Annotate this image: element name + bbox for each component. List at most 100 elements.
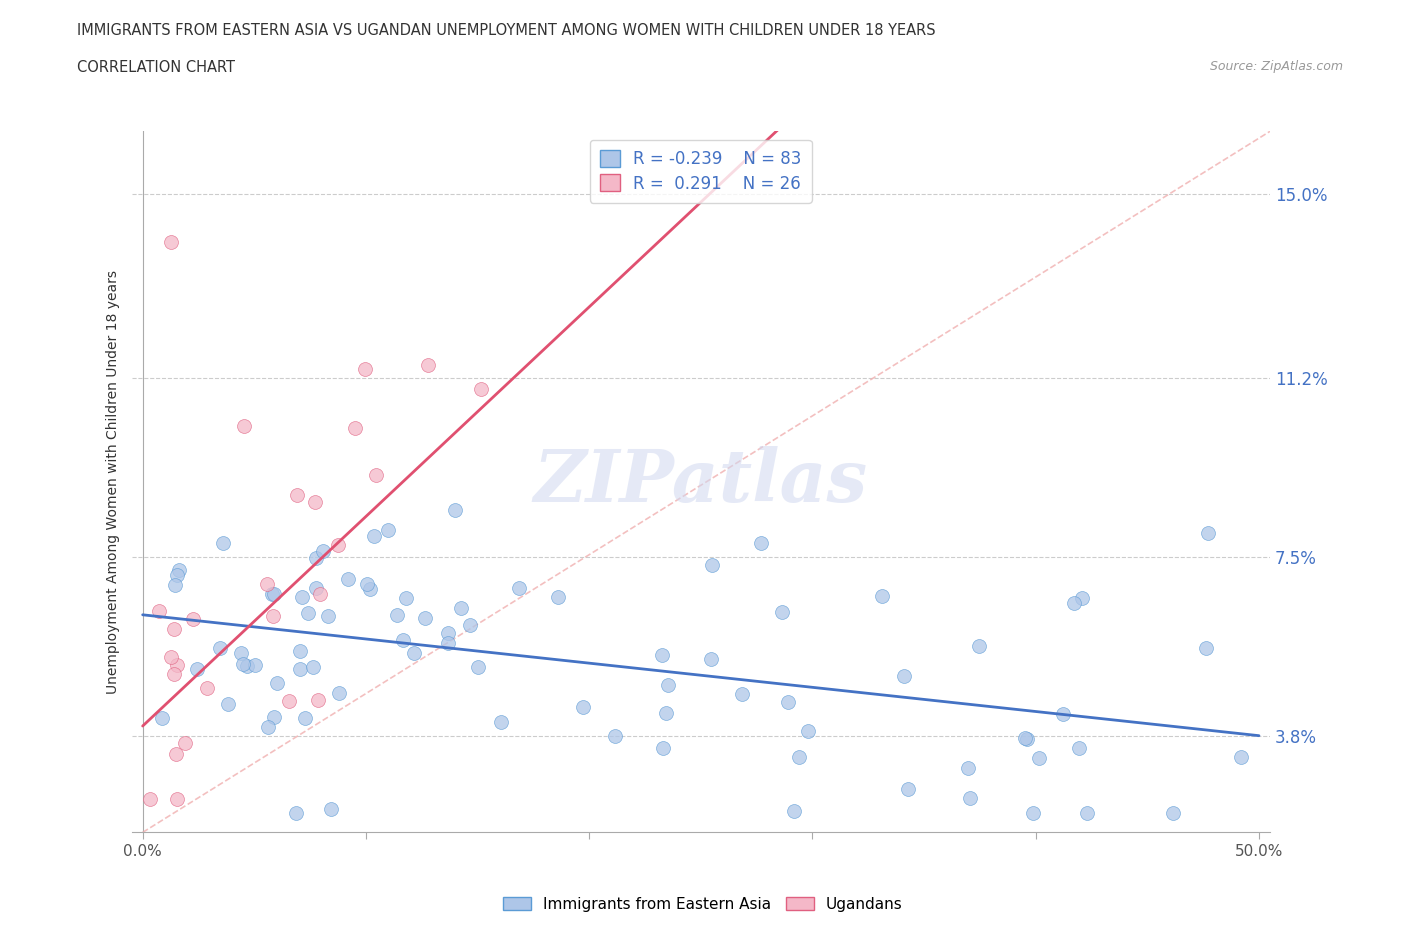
Point — [749, 536, 772, 551]
Point — [297, 605, 319, 620]
Point — [167, 563, 190, 578]
Point — [150, 711, 173, 725]
Text: Source: ZipAtlas.com: Source: ZipAtlas.com — [1209, 60, 1343, 73]
Point — [229, 645, 252, 660]
Point — [301, 659, 323, 674]
Point — [1069, 740, 1091, 755]
Point — [166, 567, 188, 582]
Point — [651, 741, 673, 756]
Point — [450, 601, 472, 616]
Point — [783, 804, 806, 818]
Point — [787, 750, 810, 764]
Point — [312, 543, 335, 558]
Point — [294, 711, 316, 725]
Legend: R = -0.239    N = 83, R =  0.291    N = 26: R = -0.239 N = 83, R = 0.291 N = 26 — [591, 140, 811, 203]
Point — [304, 495, 326, 510]
Point — [356, 577, 378, 591]
Point — [470, 381, 492, 396]
Point — [571, 699, 593, 714]
Point — [245, 658, 267, 672]
Point — [148, 604, 170, 618]
Point — [956, 760, 979, 775]
Text: CORRELATION CHART: CORRELATION CHART — [77, 60, 235, 75]
Point — [1197, 525, 1219, 540]
Point — [377, 523, 399, 538]
Point — [778, 694, 800, 709]
Legend: Immigrants from Eastern Asia, Ugandans: Immigrants from Eastern Asia, Ugandans — [498, 890, 908, 918]
Point — [402, 645, 425, 660]
Point — [236, 658, 259, 673]
Point — [256, 577, 278, 591]
Point — [359, 581, 381, 596]
Point — [700, 558, 723, 573]
Point — [195, 680, 218, 695]
Point — [366, 468, 388, 483]
Point — [257, 720, 280, 735]
Point — [165, 578, 187, 592]
Point — [328, 685, 350, 700]
Point — [263, 587, 285, 602]
Point — [307, 693, 329, 708]
Point — [163, 622, 186, 637]
Point — [772, 604, 794, 619]
Point — [174, 736, 197, 751]
Point — [166, 658, 188, 672]
Point — [290, 661, 312, 676]
Point — [162, 666, 184, 681]
Point — [1017, 732, 1039, 747]
Point — [1014, 730, 1036, 745]
Point — [186, 662, 208, 677]
Point — [284, 805, 307, 820]
Text: ZIPatlas: ZIPatlas — [534, 446, 868, 517]
Y-axis label: Unemployment Among Women with Children Under 18 years: Unemployment Among Women with Children U… — [107, 270, 121, 694]
Point — [391, 633, 413, 648]
Point — [731, 686, 754, 701]
Point — [262, 608, 284, 623]
Point — [232, 657, 254, 671]
Point — [1071, 591, 1094, 605]
Point — [278, 694, 301, 709]
Point — [305, 580, 328, 595]
Point — [413, 610, 436, 625]
Point — [1161, 805, 1184, 820]
Point — [700, 652, 723, 667]
Point — [655, 705, 678, 720]
Point — [1076, 805, 1098, 820]
Point — [969, 639, 991, 654]
Point — [285, 487, 308, 502]
Point — [467, 659, 489, 674]
Point — [263, 710, 285, 724]
Point — [316, 609, 339, 624]
Point — [797, 724, 820, 738]
Point — [160, 235, 183, 250]
Point — [508, 581, 530, 596]
Point — [291, 590, 314, 604]
Point — [959, 790, 981, 805]
Point — [138, 791, 160, 806]
Point — [395, 591, 418, 605]
Point — [209, 641, 232, 656]
Point — [444, 502, 467, 517]
Point — [657, 677, 679, 692]
Point — [1063, 596, 1085, 611]
Point — [1195, 640, 1218, 655]
Point — [1229, 750, 1251, 764]
Point — [1028, 751, 1050, 765]
Point — [343, 420, 366, 435]
Point — [217, 697, 239, 711]
Point — [363, 528, 385, 543]
Point — [233, 418, 256, 433]
Point — [547, 590, 569, 604]
Point — [354, 362, 377, 377]
Point — [437, 626, 460, 641]
Point — [290, 644, 312, 658]
Point — [166, 791, 188, 806]
Point — [1052, 707, 1074, 722]
Point — [181, 611, 204, 626]
Point — [1022, 805, 1045, 820]
Point — [212, 536, 235, 551]
Point — [165, 746, 187, 761]
Point — [893, 669, 915, 684]
Point — [651, 647, 673, 662]
Point — [321, 802, 343, 817]
